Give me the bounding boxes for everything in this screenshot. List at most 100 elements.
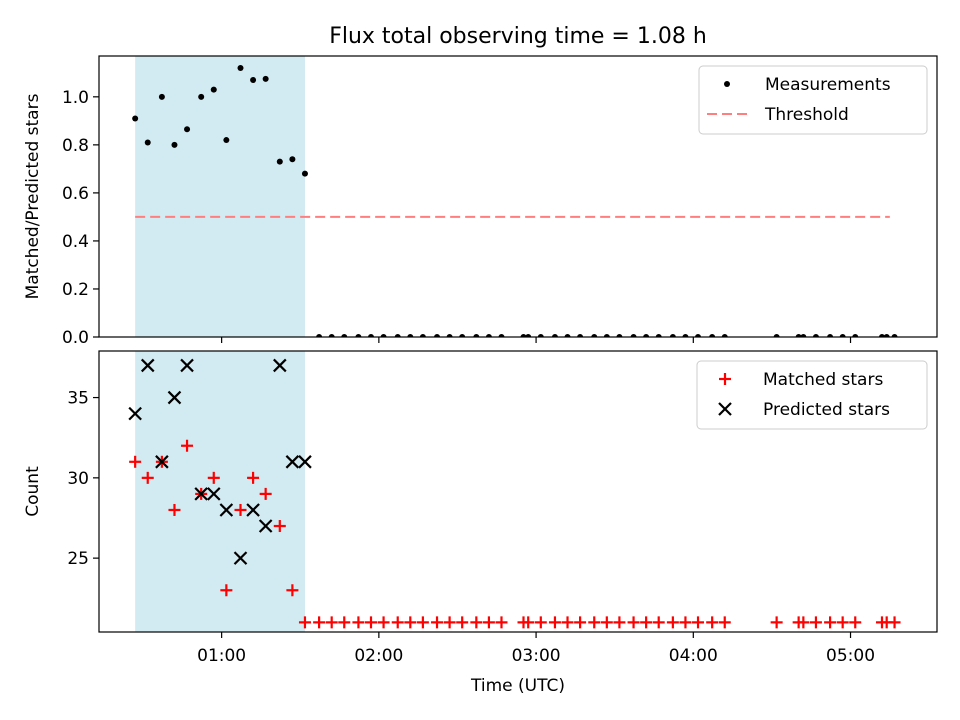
predicted-point — [167, 390, 182, 405]
matched-point — [836, 616, 849, 629]
matched-point — [470, 616, 483, 629]
predicted-point — [140, 358, 155, 373]
measurement-point — [355, 334, 362, 337]
matched-point — [522, 616, 535, 629]
x-tick-label: 02:00 — [354, 646, 403, 666]
y-axis-label: Matched/Predicted stars — [23, 93, 43, 299]
matched-point — [574, 616, 587, 629]
y-tick-label: 30 — [67, 469, 89, 489]
predicted-point — [219, 503, 234, 517]
matched-point — [247, 471, 260, 484]
matched-point — [888, 616, 901, 629]
observing-span — [135, 351, 305, 632]
matched-point — [391, 616, 404, 629]
y-tick-label: 35 — [67, 389, 89, 409]
legend: Measurements Threshold — [698, 65, 928, 135]
legend: Matched stars Predicted stars — [696, 360, 928, 430]
measurement-point — [446, 334, 453, 337]
x-axis-label: Time (UTC) — [470, 676, 565, 696]
measurement-point — [198, 93, 205, 100]
matched-point — [809, 616, 822, 629]
matched-point — [234, 503, 247, 516]
predicted-point — [155, 455, 169, 469]
measurement-point — [171, 141, 178, 148]
measurement-point — [603, 334, 610, 337]
matched-point — [797, 616, 810, 629]
measurement-point — [891, 334, 898, 337]
measurement-point — [144, 139, 151, 146]
predicted-point — [298, 455, 312, 469]
predicted-point — [246, 503, 260, 517]
plot-area — [132, 56, 898, 337]
measurement-point — [316, 334, 323, 337]
matched-point — [613, 616, 626, 629]
measurement-point — [301, 170, 308, 177]
measurement-point — [577, 334, 584, 337]
matched-point — [431, 616, 444, 629]
measurement-point — [551, 334, 558, 337]
predicted-point — [206, 487, 221, 501]
measurement-point — [498, 334, 505, 337]
matched-point — [652, 616, 665, 629]
matched-point — [718, 616, 731, 629]
observing-span — [135, 56, 305, 337]
measurement-point — [237, 65, 244, 72]
predicted-point — [128, 406, 142, 421]
count-panel: 25 30 35 01:00 02:00 03:00 04:00 05:00 Count Time… — [23, 350, 938, 696]
matched-point — [404, 616, 417, 629]
measurement-point — [721, 334, 728, 337]
ratio-panel: 0.0 0.2 0.4 0.6 0.8 1.0 Matched/Predicted star… — [23, 55, 938, 348]
matched-point — [495, 616, 508, 629]
measurement-point — [132, 115, 139, 122]
measurement-point — [341, 334, 348, 337]
matched-point — [849, 616, 862, 629]
measurement-point — [525, 334, 532, 337]
chart-title: Flux total observing time = 1.08 h — [329, 24, 707, 49]
x-tick-label: 04:00 — [669, 646, 718, 666]
matched-point — [377, 616, 390, 629]
measurement-point — [419, 334, 426, 337]
matched-point — [259, 487, 272, 500]
measurement-point — [773, 334, 780, 337]
measurement-point — [591, 334, 598, 337]
measurement-point — [459, 334, 466, 337]
matched-point — [561, 616, 574, 629]
measurement-point — [210, 86, 217, 93]
x-tick-label: 05:00 — [826, 646, 875, 666]
measurement-point — [434, 334, 441, 337]
measurement-point — [367, 334, 374, 337]
legend-label: Matched stars — [763, 370, 883, 390]
plot-area — [128, 351, 901, 632]
x-tick-label: 03:00 — [512, 646, 561, 666]
measurement-point — [655, 334, 662, 337]
matched-point — [129, 455, 142, 468]
measurement-point — [852, 334, 859, 337]
matched-point — [325, 616, 338, 629]
matched-point — [770, 616, 783, 629]
measurement-point — [380, 334, 387, 337]
matched-point — [534, 616, 547, 629]
measurement-point — [485, 334, 492, 337]
legend-marker — [718, 402, 732, 416]
measurement-point — [795, 334, 802, 337]
legend-box — [696, 360, 928, 430]
measurement-point — [643, 334, 650, 337]
matched-point — [824, 616, 837, 629]
measurement-point — [328, 334, 335, 337]
matched-point — [207, 471, 220, 484]
matched-point — [666, 616, 679, 629]
y-axis-label: Count — [23, 466, 43, 517]
matched-point — [181, 439, 194, 452]
legend-label: Measurements — [765, 75, 891, 95]
measurement-point — [695, 334, 702, 337]
y-tick-label: 25 — [67, 549, 89, 569]
y-tick-label: 0.4 — [62, 232, 89, 252]
measurement-point — [158, 93, 165, 100]
axes-frame — [98, 350, 938, 633]
measurement-point — [669, 334, 676, 337]
measurement-point — [616, 334, 623, 337]
y-tick-label: 0.2 — [62, 280, 89, 300]
matched-point — [692, 616, 705, 629]
measurement-point — [883, 334, 890, 337]
